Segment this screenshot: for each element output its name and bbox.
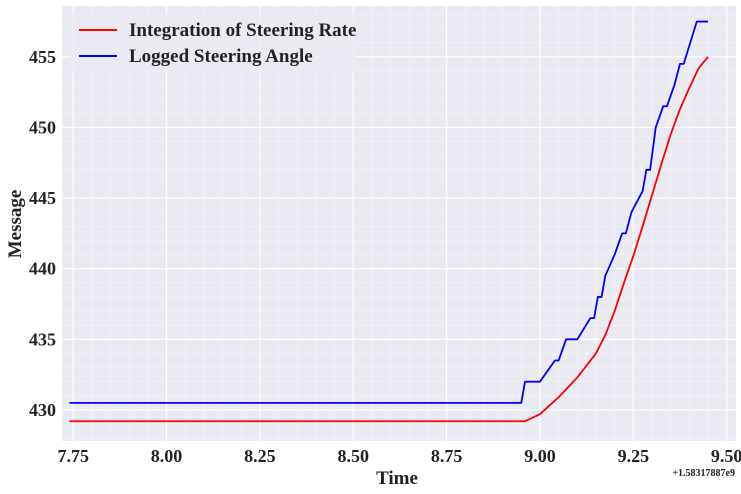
x-axis-label: Time <box>376 468 418 489</box>
x-tick-label: 8.00 <box>151 446 183 466</box>
y-tick-label: 430 <box>29 400 56 420</box>
x-tick-label: 8.25 <box>244 446 276 466</box>
x-tick-label: 8.50 <box>338 446 370 466</box>
legend: Integration of Steering Rate Logged Stee… <box>70 14 356 72</box>
y-axis-label: Message <box>5 190 26 259</box>
legend-box <box>70 14 355 72</box>
series-line-1 <box>69 20 708 404</box>
x-tick-label: 9.50 <box>711 446 741 466</box>
y-tick-label: 440 <box>29 259 56 279</box>
x-tick-label: 9.25 <box>618 446 650 466</box>
y-tick-labels: 430 435 440 445 450 455 <box>29 47 56 420</box>
y-tick-label: 445 <box>29 188 56 208</box>
legend-label-integration: Integration of Steering Rate <box>129 20 356 41</box>
x-tick-label: 7.75 <box>57 446 89 466</box>
y-tick-label: 450 <box>29 117 56 137</box>
series-line-0 <box>69 56 709 423</box>
x-offset-label: +1.58317887e9 <box>672 468 735 479</box>
legend-label-logged: Logged Steering Angle <box>129 46 313 67</box>
x-tick-label: 8.75 <box>431 446 463 466</box>
plot-area <box>62 6 736 441</box>
y-tick-label: 435 <box>29 329 56 349</box>
x-tick-labels: 7.75 8.00 8.25 8.50 8.75 9.00 9.25 9.50 <box>57 446 741 466</box>
y-tick-label: 455 <box>29 47 56 67</box>
x-tick-label: 9.00 <box>524 446 556 466</box>
series-layer <box>69 20 709 423</box>
